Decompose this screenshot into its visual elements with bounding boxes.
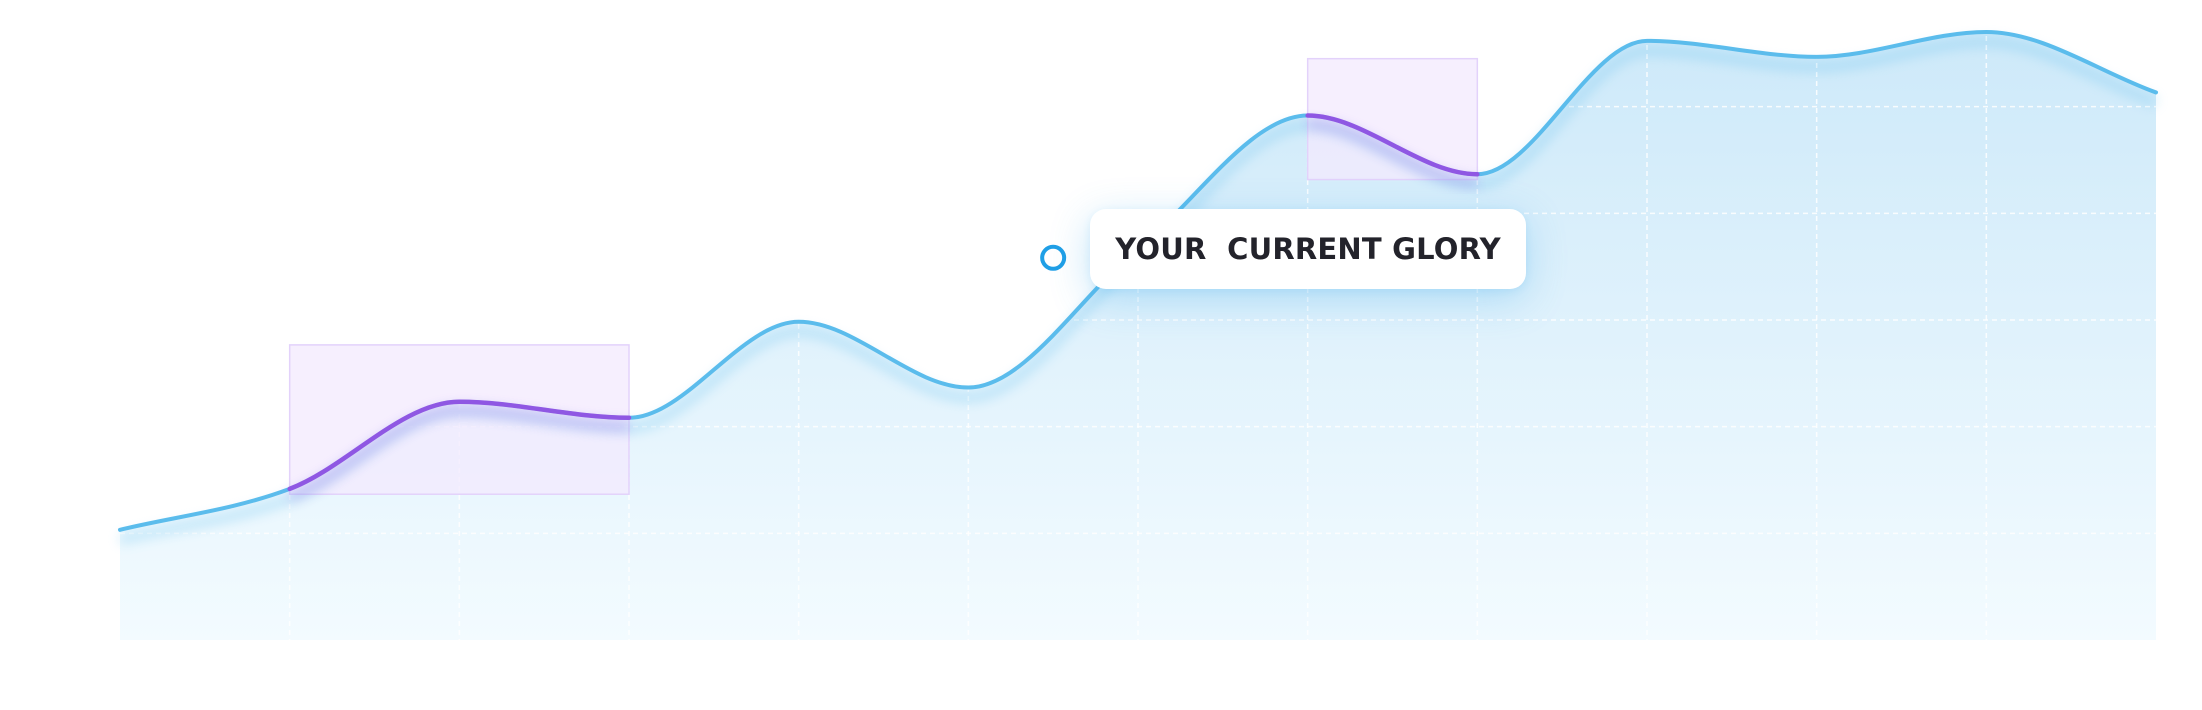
annotation-label: YOUR CURRENT GLORY xyxy=(1115,232,1501,266)
highlight-line xyxy=(1305,113,1480,177)
highlight-line-glow xyxy=(287,404,630,502)
highlight-line xyxy=(287,399,632,492)
current-point-marker xyxy=(1040,244,1067,271)
highlight-line-glow xyxy=(1307,118,1478,188)
annotation-tooltip: YOUR CURRENT GLORY xyxy=(1090,209,1526,289)
